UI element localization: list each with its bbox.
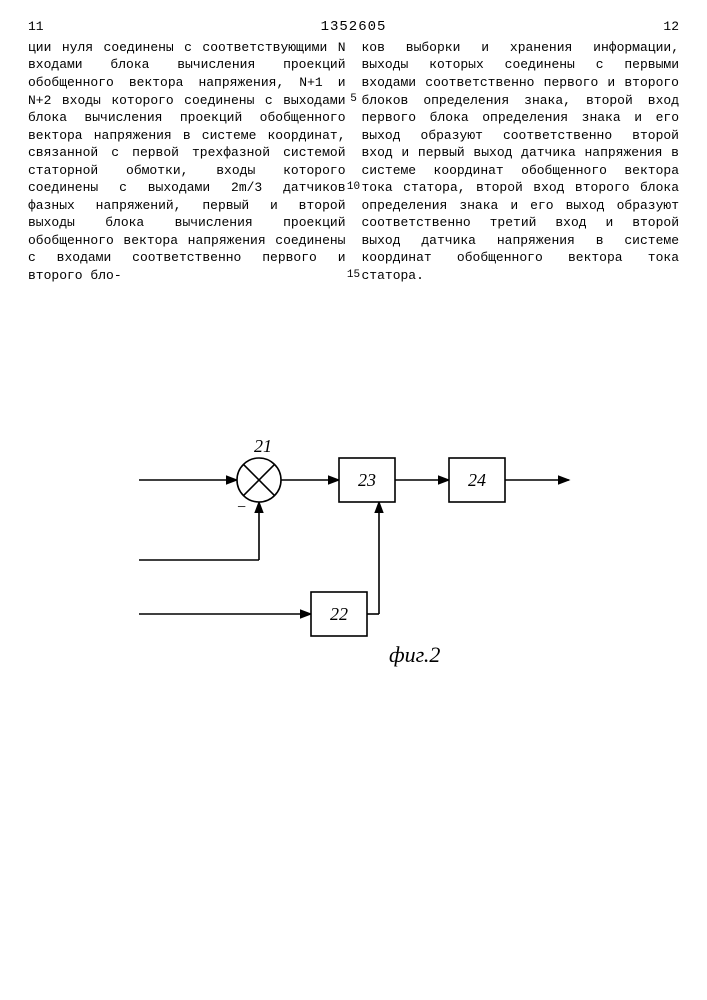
- svg-text:23: 23: [358, 470, 376, 490]
- svg-text:24: 24: [468, 470, 486, 490]
- document-number: 1352605: [321, 18, 387, 37]
- svg-text:фиг.2: фиг.2: [389, 642, 440, 667]
- svg-text:22: 22: [330, 604, 348, 624]
- column-right: ков выборки и хранения информации, выход…: [362, 39, 680, 285]
- svg-text:21: 21: [254, 436, 272, 456]
- page: 11 1352605 12 ции нуля соединены с соотв…: [0, 0, 707, 285]
- svg-text:−: −: [237, 499, 246, 516]
- page-number-right: 12: [639, 18, 679, 36]
- line-number: 5: [350, 92, 357, 107]
- diagram-svg: 21 23 24 22 − фиг.2: [29, 410, 679, 670]
- block-diagram: 21 23 24 22 − фиг.2: [0, 410, 707, 670]
- text-columns: ции нуля соединены с соответствую­щими N…: [28, 39, 679, 285]
- page-number-left: 11: [28, 18, 68, 36]
- page-header: 11 1352605 12: [28, 18, 679, 37]
- column-left: ции нуля соединены с соответствую­щими N…: [28, 39, 346, 285]
- line-number: 15: [347, 268, 360, 283]
- line-number: 10: [347, 180, 360, 195]
